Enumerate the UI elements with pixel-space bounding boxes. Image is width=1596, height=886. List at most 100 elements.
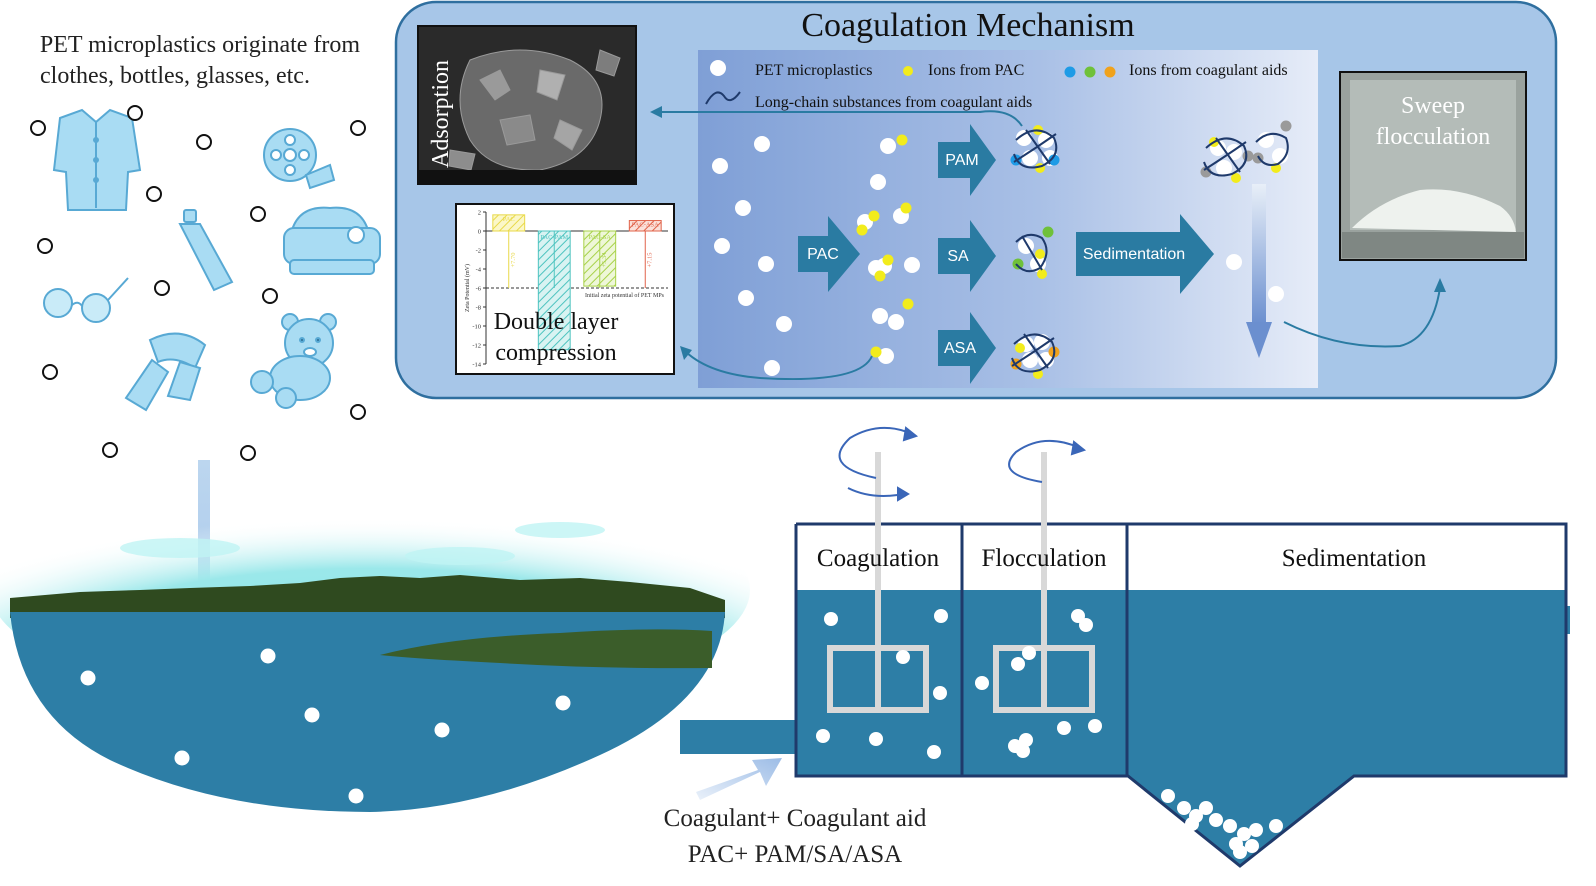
microplastic-particle — [927, 745, 941, 759]
microplastic-particle — [1199, 801, 1213, 815]
pet-particle — [1226, 254, 1242, 270]
microplastic-particle — [1177, 801, 1191, 815]
legend-long-chain-label: Long-chain substances from coagulant aid… — [755, 94, 1032, 111]
pet-particle — [888, 314, 904, 330]
microplastic-particle — [1209, 813, 1223, 827]
microplastic-particle — [174, 750, 190, 766]
sweep-label-line1: Sweep — [1401, 93, 1465, 119]
mechanism-title: Coagulation Mechanism — [801, 7, 1134, 44]
sweep-photo — [1339, 71, 1527, 261]
microplastic-particle — [1057, 721, 1071, 735]
floc-cluster — [1200, 137, 1254, 183]
microplastic-particle — [555, 695, 571, 711]
rotation-arrow-icon — [838, 426, 919, 502]
zeta-shift-annotation: +5.34 — [601, 252, 608, 268]
microplastic-particle — [240, 445, 256, 461]
inlet-arrow — [696, 758, 782, 800]
microplastic-particle — [37, 238, 53, 254]
zeta-y-tick-label: -10 — [472, 324, 481, 331]
legend-aid-marker-orange — [1104, 66, 1116, 78]
film-reel-icon — [263, 128, 336, 190]
double-layer-connector-arrowhead — [680, 346, 692, 360]
microplastic-particle — [262, 288, 278, 304]
microplastic-particle — [1088, 719, 1102, 733]
source-text-line1: PET microplastics originate from — [40, 32, 360, 58]
pac-ion — [900, 202, 912, 214]
asa-arrow-label: ASA — [944, 340, 976, 357]
pam-arrow — [938, 124, 996, 196]
microplastic-particle — [154, 280, 170, 296]
microplastic-particle — [816, 729, 830, 743]
microplastic-particle — [1185, 817, 1199, 831]
microplastic-particle — [824, 612, 838, 626]
sa-arrow — [938, 220, 996, 292]
zeta-y-tick-label: -6 — [476, 286, 482, 293]
zeta-shift-annotation: +7.70 — [510, 252, 517, 267]
microplastic-particle — [127, 105, 143, 121]
lake-scene — [0, 470, 750, 812]
microplastic-particle — [1071, 609, 1085, 623]
legend-pet-marker — [710, 60, 726, 76]
microplastic-particle — [1019, 733, 1033, 747]
double-layer-connector-arrow — [685, 351, 873, 381]
zeta-y-tick-label: 0 — [478, 229, 481, 236]
microplastic-particle — [933, 686, 947, 700]
sedimentation-tank-label: Sedimentation — [1282, 545, 1427, 572]
adsorption-label: Adsorption — [428, 60, 454, 168]
legend-aid-label: Ions from coagulant aids — [1129, 62, 1288, 79]
microplastic-particle — [260, 648, 276, 664]
pet-particle — [904, 257, 920, 273]
legend-long-chain-marker — [705, 91, 741, 105]
double-layer-label-line2: compression — [495, 340, 616, 366]
pet-particle — [754, 136, 770, 152]
microplastic-particle — [42, 364, 58, 380]
zeta-shift-annotation: +7.15 — [646, 252, 653, 267]
microplastic-particle — [434, 722, 450, 738]
rotation-arrow-icon — [1008, 439, 1087, 483]
microplastic-particle — [1016, 744, 1030, 758]
microplastic-particle — [1079, 618, 1093, 632]
floc-cluster — [1012, 226, 1054, 279]
pet-particle — [870, 174, 886, 190]
adsorption-connector-arrowhead — [650, 106, 662, 118]
inlet-pipe — [680, 720, 796, 754]
pet-particle — [878, 348, 894, 364]
pet-particle — [735, 200, 751, 216]
legend-aid-marker-blue — [1064, 66, 1076, 78]
inlet-label-line2: PAC+ PAM/SA/ASA — [688, 841, 902, 868]
microplastic-particle — [350, 120, 366, 136]
floc-cluster — [1010, 125, 1060, 173]
legend-aid-marker-green — [1084, 66, 1096, 78]
legend-pac-label: Ions from PAC — [928, 62, 1024, 79]
pam-arrow-label: PAM — [945, 152, 978, 169]
scarf-icon — [124, 332, 207, 412]
pac-ion — [874, 270, 886, 282]
pac-ion — [896, 134, 908, 146]
pac-ion — [902, 298, 914, 310]
zeta-y-axis-label: Zeta Potential (mV) — [464, 264, 471, 312]
mechanism-legend: PET microplastics Ions from PAC Ions fro… — [705, 60, 1288, 111]
inlet-label-line1: Coagulant+ Coagulant aid — [664, 805, 927, 832]
microplastic-particle — [30, 120, 46, 136]
microplastic-particle — [934, 609, 948, 623]
microplastic-particle — [869, 732, 883, 746]
pet-particle — [1268, 286, 1284, 302]
sweep-label-line2: flocculation — [1376, 124, 1491, 150]
adsorption-connector-arrow — [658, 110, 1023, 127]
microplastic-particle — [1237, 827, 1251, 841]
pac-ion — [882, 254, 894, 266]
microplastic-particle — [102, 442, 118, 458]
microplastic-particle — [196, 134, 212, 150]
glasses-icon — [43, 277, 129, 323]
sweep-connector-arrow — [1283, 287, 1441, 348]
microplastic-particle — [896, 650, 910, 664]
pac-ion — [856, 224, 868, 236]
pac-ion — [868, 210, 880, 222]
settling-arrow — [1246, 184, 1272, 358]
microplastic-particle — [146, 186, 162, 202]
zeta-reference-label: Initial zeta potential of PET MPs — [585, 292, 665, 299]
sweep-connector-arrowhead — [1434, 278, 1446, 292]
pac-arrow — [798, 216, 860, 292]
microplastic-particle — [80, 670, 96, 686]
microplastic-particle — [1233, 845, 1247, 859]
